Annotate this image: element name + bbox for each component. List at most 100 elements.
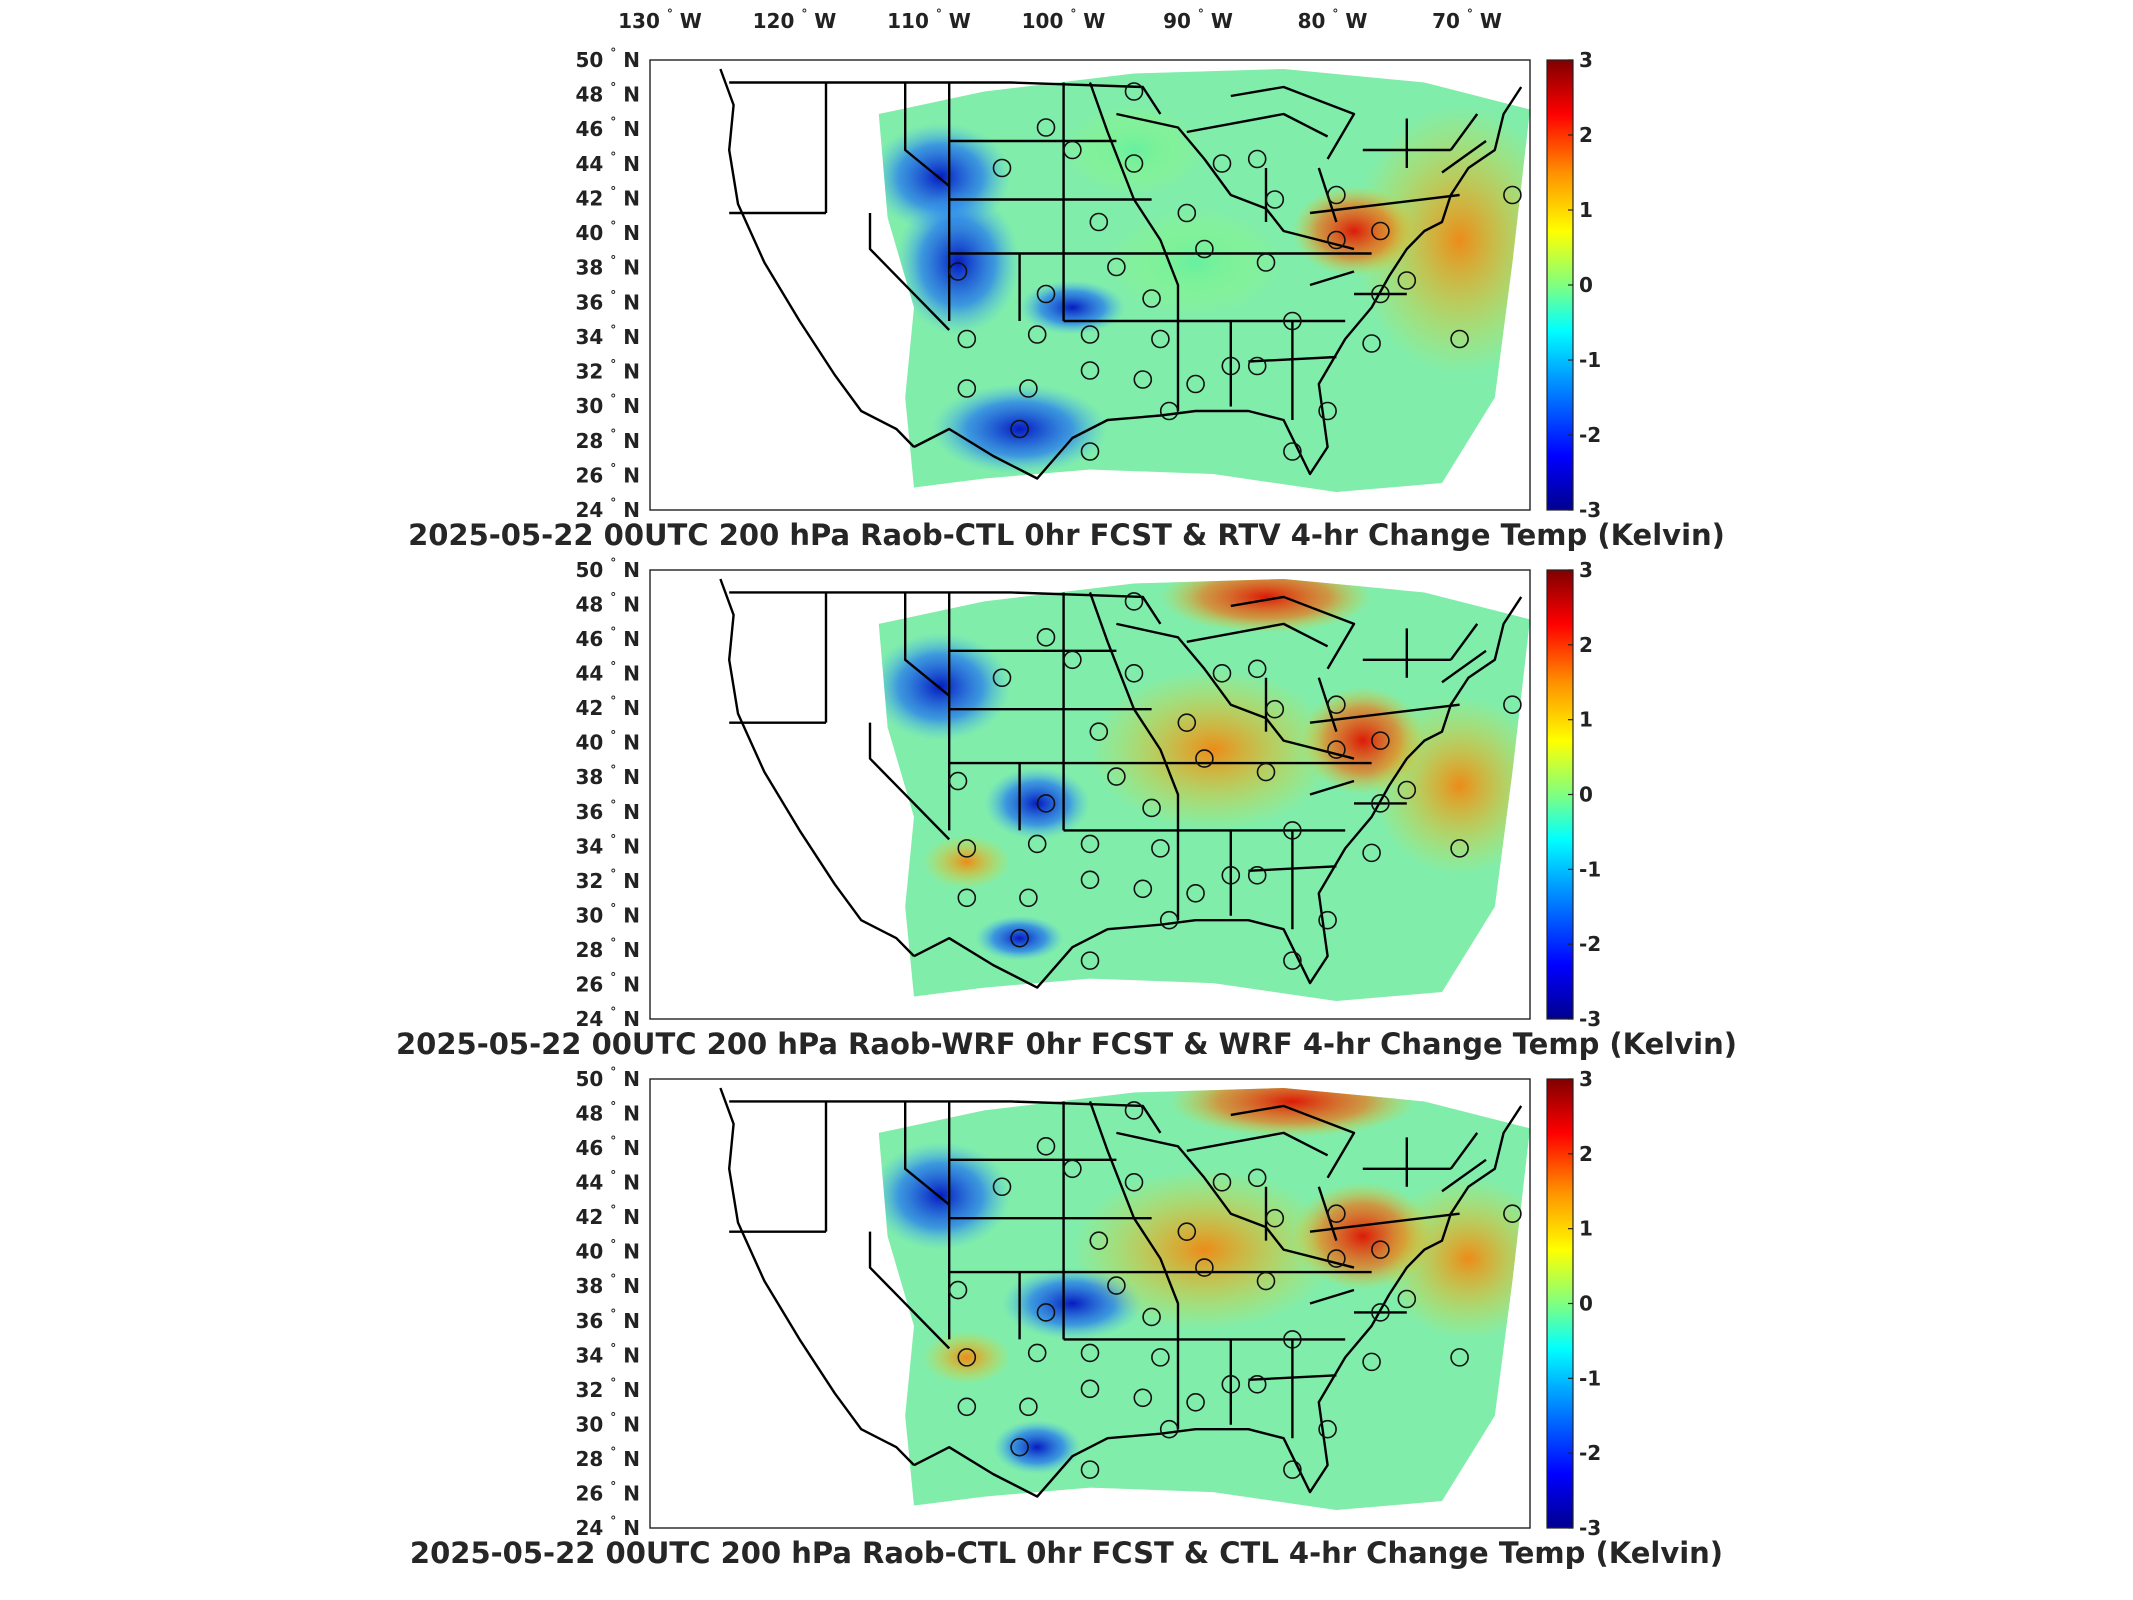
panel-3-title: 2025-05-22 00UTC 200 hPa Raob-CTL 0hr FC… (409, 1536, 1724, 1570)
lat-label-34: 34 ° N (576, 832, 641, 858)
colorbar-tick--2: -2 (1579, 423, 1601, 447)
raob-station (1327, 185, 1346, 205)
raob-station (1318, 401, 1337, 421)
colorbar-tick--1: -1 (1579, 348, 1601, 372)
anomaly-region (1169, 1087, 1416, 1138)
lat-label-24: 24 ° N (576, 496, 641, 522)
colorbar-tick--2: -2 (1579, 932, 1601, 956)
lat-label-24: 24 ° N (576, 1005, 641, 1031)
lat-label-32: 32 ° N (576, 1376, 641, 1402)
lat-label-40: 40 ° N (576, 1238, 641, 1264)
raob-station (1247, 866, 1267, 885)
coastline (913, 1105, 1523, 1498)
map-frame (649, 569, 1531, 1020)
raob-station (1327, 1204, 1346, 1223)
raob-station (957, 839, 977, 858)
raob-station (1362, 1352, 1381, 1372)
lat-label-46: 46 ° N (576, 1134, 641, 1160)
state-boundary (1449, 113, 1479, 151)
raob-station (1036, 1303, 1056, 1322)
lat-label-42: 42 ° N (576, 1203, 641, 1229)
raob-station (957, 329, 977, 349)
map-panel-3: 50 ° N 48 ° N 46 ° N 44 ° N 42 ° N 40 ° N 38 °… (576, 1065, 1602, 1540)
raob-station (1027, 1343, 1047, 1363)
lat-label-34: 34 ° N (576, 1341, 641, 1367)
colorbar-tick--2: -2 (1579, 1441, 1601, 1465)
state-boundary (1230, 1104, 1356, 1179)
lat-label-48: 48 ° N (576, 81, 641, 107)
raob-station (1327, 1249, 1346, 1268)
state-boundary (868, 213, 951, 331)
lat-label-44: 44 ° N (576, 660, 641, 686)
colorbar-tick-2: 2 (1579, 633, 1593, 657)
raob-station (1133, 370, 1153, 389)
lon-label-70: 70 ° W (1432, 7, 1502, 33)
raob-station (1221, 1375, 1241, 1394)
raob-station (1080, 951, 1100, 970)
state-boundary (904, 592, 950, 697)
colorbar-tick-2: 2 (1579, 123, 1593, 147)
raob-station (1019, 379, 1038, 398)
raob-station (1107, 257, 1126, 277)
raob-station (1019, 1397, 1038, 1417)
raob-station (1371, 794, 1390, 813)
state-boundary (1116, 1131, 1355, 1269)
anomaly-region (922, 1330, 1011, 1385)
coastline (729, 591, 1162, 625)
raob-station (1036, 794, 1056, 813)
anomaly-region (922, 834, 1011, 889)
colorbar-tick-2: 2 (1579, 1142, 1593, 1166)
raob-station (1503, 695, 1522, 715)
lat-label-46: 46 ° N (576, 115, 641, 141)
raob-station (1318, 1419, 1337, 1439)
raob-station (1283, 1330, 1302, 1349)
state-boundary (1309, 270, 1355, 287)
raob-station (1186, 883, 1205, 903)
anomaly-region (931, 384, 1108, 474)
raob-station (1177, 1222, 1197, 1241)
lat-label-32: 32 ° N (576, 358, 641, 384)
raob-station (1318, 910, 1337, 930)
lon-label-80: 80 ° W (1298, 7, 1368, 33)
map-frame (649, 1078, 1531, 1529)
raob-station (1124, 663, 1144, 683)
raob-station (1177, 713, 1197, 732)
coastline (729, 81, 1162, 115)
raob-station (1503, 1204, 1522, 1223)
raob-station (1151, 1348, 1170, 1367)
state-boundary (1230, 595, 1356, 670)
state-boundary (1309, 1288, 1355, 1305)
raob-station (1371, 731, 1390, 750)
raob-station (957, 1348, 977, 1367)
state-boundary (868, 1231, 951, 1350)
raob-station (1124, 154, 1144, 173)
coastline (913, 86, 1523, 480)
raob-station (1256, 253, 1276, 272)
longitude-labels: 130 ° W 120 ° W 110 ° W 100 ° W 90 ° W 80 ° W… (618, 7, 1502, 33)
raob-station (1010, 928, 1029, 948)
lon-label-110: 110 ° W (887, 7, 971, 33)
state-boundary (1309, 703, 1460, 724)
lat-label-28: 28 ° N (576, 936, 641, 962)
lat-label-50: 50 ° N (576, 46, 641, 72)
raob-station (1265, 1208, 1285, 1228)
colorbar-tick-0: 0 (1579, 273, 1593, 297)
colorbar-tick-3: 3 (1579, 558, 1593, 582)
state-boundary (1116, 112, 1355, 251)
panel-2-title: 2025-05-22 00UTC 200 hPa Raob-WRF 0hr FC… (395, 1027, 1737, 1061)
lat-label-32: 32 ° N (576, 867, 641, 893)
raob-station (1212, 154, 1232, 173)
raob-station (1247, 659, 1267, 679)
coastline (719, 578, 915, 957)
raob-station (1010, 419, 1029, 439)
raob-station (1450, 1348, 1469, 1367)
raob-station (1089, 722, 1109, 741)
lat-label-28: 28 ° N (576, 427, 641, 453)
colorbar-tick-0: 0 (1579, 1292, 1593, 1316)
lat-label-42: 42 ° N (576, 694, 641, 720)
lat-label-34: 34 ° N (576, 323, 641, 349)
lat-label-48: 48 ° N (576, 591, 641, 617)
lat-label-30: 30 ° N (576, 392, 641, 418)
raob-station (1195, 1258, 1214, 1277)
raob-station (1036, 284, 1056, 304)
